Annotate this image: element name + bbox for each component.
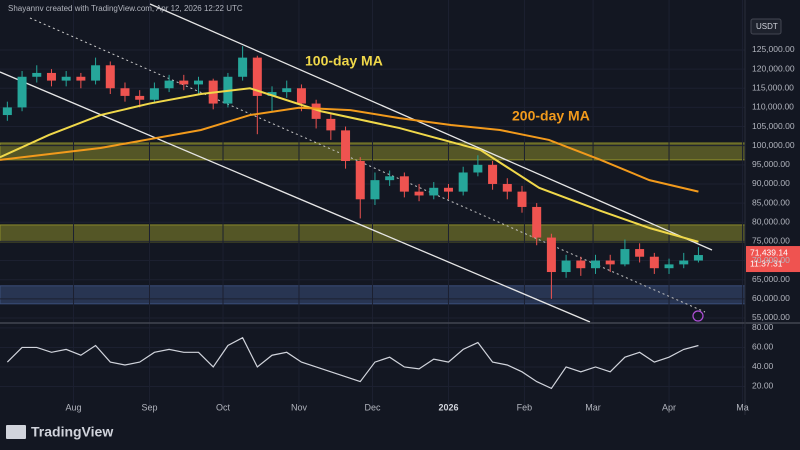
channel-lower (0, 71, 591, 323)
candle-body (282, 88, 292, 93)
annotation: 100-day MA (305, 53, 383, 69)
y-tick-label: 95,000.00 (752, 159, 790, 169)
candle-body (326, 118, 336, 131)
candle-body (473, 164, 483, 173)
candle-body (355, 161, 365, 200)
candle-body (105, 65, 115, 89)
candle-body (91, 65, 101, 81)
candle-body (120, 88, 130, 96)
candle-body (267, 92, 277, 96)
x-tick-label: Feb (517, 402, 533, 412)
annotation: 200-day MA (512, 108, 590, 124)
candle-body (32, 72, 42, 77)
candle-body (341, 130, 351, 161)
candle-body (385, 176, 395, 181)
candle-body (2, 107, 12, 116)
candle-body (164, 80, 174, 89)
candle-body (194, 80, 204, 85)
candle-body (370, 180, 380, 200)
candle-body (311, 103, 321, 119)
x-tick-label: Aug (66, 402, 82, 412)
y-tick-label: 80.00 (752, 322, 774, 332)
candle-body (458, 172, 468, 192)
x-tick-label: Oct (216, 402, 231, 412)
moving-average (0, 87, 699, 243)
alert-icon (692, 310, 704, 322)
candle-body (502, 183, 512, 192)
y-tick-label: 120,000.00 (752, 63, 795, 73)
candle-body (517, 191, 527, 207)
candle-body (429, 187, 439, 196)
x-tick-label: 2026 (438, 402, 458, 412)
logo-icon (6, 425, 26, 439)
y-tick-label: 60,000.00 (752, 293, 790, 303)
candle-body (76, 76, 86, 81)
candle-body (296, 88, 306, 104)
x-tick-label: Apr (662, 402, 676, 412)
y-tick-label: 80,000.00 (752, 217, 790, 227)
y-tick-label: 90,000.00 (752, 178, 790, 188)
y-tick-label: 55,000.00 (752, 312, 790, 322)
candle-body (620, 249, 630, 265)
x-tick-label: Ma (736, 402, 749, 412)
y-tick-label: 115,000.00 (752, 83, 794, 93)
candle-body (488, 164, 498, 184)
last-price-box (746, 246, 800, 273)
candle-body (149, 88, 159, 100)
candle-body (649, 256, 659, 269)
y-tick-label: 110,000.00 (752, 102, 794, 112)
candle-body (576, 260, 586, 269)
logo: TradingView (31, 424, 113, 440)
candle-body (605, 260, 615, 265)
candle-body (46, 72, 56, 81)
candle-body (635, 249, 645, 257)
candle-body (546, 237, 556, 273)
candle-body (591, 260, 601, 269)
candle-body (61, 76, 71, 81)
header: Shayannv created with TradingView.com, A… (8, 4, 243, 13)
x-tick-label: Dec (364, 402, 381, 412)
moving-average (0, 106, 699, 193)
candle-body (399, 176, 409, 192)
rsi-line (6, 336, 699, 390)
y-tick-label: 70,000.00 (752, 255, 790, 265)
candle-body (17, 76, 27, 108)
plot (0, 46, 703, 390)
candle-body (693, 255, 703, 261)
y-tick-label: 100,000.00 (752, 140, 795, 150)
currency: USDT (756, 22, 778, 31)
candle-body (238, 57, 248, 77)
y-tick-label: 20.00 (752, 381, 774, 391)
channel-upper (149, 3, 713, 251)
y-tick-label: 75,000.00 (752, 236, 790, 246)
x-tick-label: Sep (141, 402, 157, 412)
candle-body (561, 260, 571, 273)
y-tick-label: 65,000.00 (752, 274, 790, 284)
candle-body (414, 191, 424, 196)
y-tick-label: 40.00 (752, 361, 774, 371)
candle-body (532, 206, 542, 238)
candle-body (443, 187, 453, 192)
countdown: 11:37:31 (750, 258, 783, 268)
candle-body (664, 264, 674, 269)
candle-body (679, 260, 689, 265)
candle-body (252, 57, 262, 96)
y-tick-label: 60.00 (752, 342, 774, 352)
y-tick-label: 85,000.00 (752, 197, 790, 207)
candle-body (179, 80, 189, 85)
last-price-label: 71,439.14 (750, 247, 788, 257)
x-tick-label: Mar (585, 402, 601, 412)
currency-box (750, 18, 782, 35)
x-tick-label: Nov (291, 402, 308, 412)
candle-body (135, 95, 145, 100)
y-tick-label: 125,000.00 (752, 44, 795, 54)
y-tick-label: 105,000.00 (752, 121, 795, 131)
